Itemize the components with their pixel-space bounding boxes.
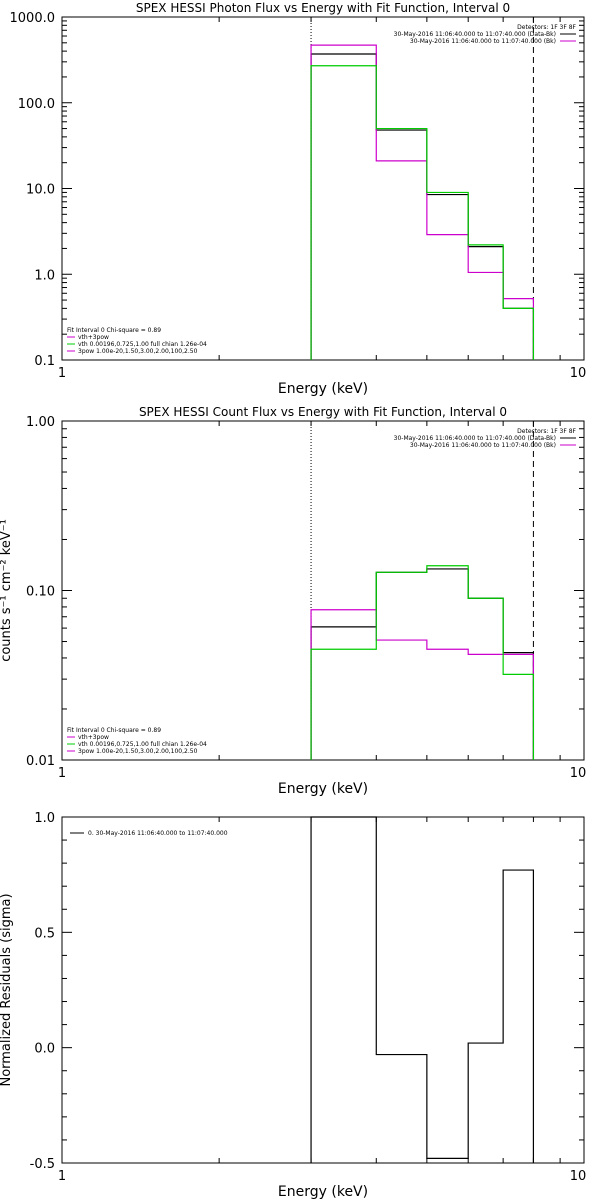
legend-label: 30-May-2016 11:06:40.000 to 11:07:40.000… <box>394 435 556 442</box>
plot-frame <box>61 816 585 1164</box>
fit-label: 3pow 1.00e-20,1.50,3.00,2.00,100,2.50 <box>78 348 198 355</box>
fit-label: vth+3pow <box>78 734 109 741</box>
panel-2: SPEX HESSI Count Flux vs Energy with Fit… <box>0 405 586 797</box>
x-tick-label: 1 <box>58 366 66 381</box>
x-tick-label: 10 <box>570 766 587 781</box>
y-tick-label: 0.1 <box>34 354 55 369</box>
y-axis-label: counts s⁻¹ cm⁻² keV⁻¹ <box>0 519 14 662</box>
series-line-3 <box>310 565 535 760</box>
x-axis-label: Energy (keV) <box>278 381 368 397</box>
x-tick-label: 1 <box>58 1169 66 1184</box>
fit-info: Fit Interval 0 Chi-square = 0.89 <box>67 727 161 734</box>
x-axis-label: Energy (keV) <box>278 781 368 797</box>
legend-header: Detectors: 1F 3F 8F <box>517 24 576 31</box>
series-line-1 <box>310 568 535 760</box>
chart-title: SPEX HESSI Photon Flux vs Energy with Fi… <box>136 1 510 15</box>
panel-1: SPEX HESSI Photon Flux vs Energy with Fi… <box>10 1 587 397</box>
fit-label: vth 0.00196,0.725,1.00 full chian 1.26e-… <box>78 341 207 348</box>
series-line-3 <box>310 65 535 360</box>
series-line-1 <box>310 53 535 360</box>
y-tick-label: 0.10 <box>26 585 55 600</box>
fit-label: 3pow 1.00e-20,1.50,3.00,2.00,100,2.50 <box>78 748 198 755</box>
y-axis-label: Normalized Residuals (sigma) <box>0 893 14 1086</box>
plot-frame <box>61 420 585 761</box>
x-tick-label: 10 <box>570 1169 587 1184</box>
y-tick-label: 1000.0 <box>10 11 56 26</box>
series-line-2 <box>310 609 535 760</box>
y-tick-label: 100.0 <box>18 97 55 112</box>
series-line-1 <box>310 816 535 1163</box>
y-tick-label: -0.5 <box>30 1157 55 1172</box>
y-tick-label: 0.0 <box>34 1042 55 1057</box>
y-tick-label: 1.0 <box>34 268 55 283</box>
x-tick-label: 1 <box>58 766 66 781</box>
panel-3: 1 10 Energy (keV) -0.5 0.0 0.5 1.0 Normalized R… <box>0 811 586 1200</box>
y-tick-label: 0.01 <box>26 754 55 769</box>
x-axis-label: Energy (keV) <box>278 1184 368 1200</box>
legend-header: Detectors: 1F 3F 8F <box>517 428 576 435</box>
fit-label: vth+3pow <box>78 334 109 341</box>
y-tick-label: 0.5 <box>34 926 55 941</box>
series-line-2 <box>310 44 535 360</box>
fit-info: Fit Interval 0 Chi-square = 0.89 <box>67 327 161 334</box>
y-tick-label: 1.0 <box>34 811 55 826</box>
legend-label: 0. 30-May-2016 11:06:40.000 to 11:07:40.… <box>88 830 228 837</box>
fit-label: vth 0.00196,0.725,1.00 full chian 1.26e-… <box>78 741 207 748</box>
legend-label: 30-May-2016 11:06:40.000 to 11:07:40.000… <box>394 31 556 38</box>
chart-title: SPEX HESSI Count Flux vs Energy with Fit… <box>139 405 507 419</box>
y-tick-label: 10.0 <box>26 183 55 198</box>
y-tick-label: 1.00 <box>26 415 55 430</box>
x-tick-label: 10 <box>570 366 587 381</box>
legend-label: 30-May-2016 11:06:40.000 to 11:07:40.000… <box>410 38 556 45</box>
legend-label: 30-May-2016 11:06:40.000 to 11:07:40.000… <box>410 442 556 449</box>
